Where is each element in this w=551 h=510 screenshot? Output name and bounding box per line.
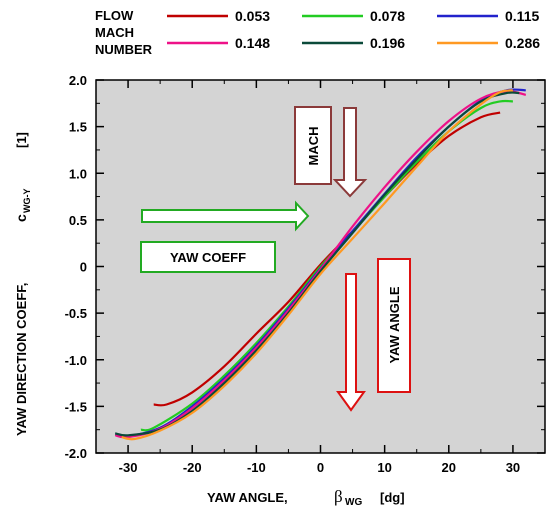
x-axis-title: YAW ANGLE, β WG [dg] bbox=[207, 487, 405, 508]
legend-label-0.286: 0.286 bbox=[505, 35, 540, 51]
x-axis-symbol: β bbox=[334, 487, 343, 506]
y-axis-unit: [1] bbox=[14, 132, 29, 148]
y-tick-label: -2.0 bbox=[65, 446, 87, 461]
x-tick-label: -20 bbox=[183, 460, 202, 475]
y-tick-label: 1.0 bbox=[69, 166, 87, 181]
legend-label-0.053: 0.053 bbox=[235, 8, 270, 24]
series-line-0.286 bbox=[121, 89, 514, 441]
y-tick-label: -0.5 bbox=[65, 306, 87, 321]
annotation-mach: MACH bbox=[294, 106, 368, 198]
y-tick-label: -1.0 bbox=[65, 353, 87, 368]
y-tick-label: 0 bbox=[80, 260, 87, 275]
x-tick-label: 20 bbox=[442, 460, 456, 475]
legend: FLOW MACH NUMBER 0.053 0.078 0.115 0.148 0.1… bbox=[95, 8, 540, 57]
x-axis-subscript: WG bbox=[345, 497, 362, 508]
legend-label-0.078: 0.078 bbox=[370, 8, 405, 24]
yaw-coeff-label-box bbox=[140, 241, 276, 273]
y-axis-symbol: c bbox=[13, 214, 29, 222]
legend-entries: 0.053 0.078 0.115 0.148 0.196 0.286 bbox=[167, 8, 540, 51]
legend-label-0.196: 0.196 bbox=[370, 35, 405, 51]
legend-label-0.115: 0.115 bbox=[505, 8, 539, 24]
x-axis-label: YAW ANGLE, bbox=[207, 490, 288, 505]
x-tick-label: 30 bbox=[506, 460, 520, 475]
yaw-angle-label: YAW ANGLE bbox=[387, 286, 402, 363]
x-tick-label: 10 bbox=[377, 460, 391, 475]
y-axis-subscript: WG-Y bbox=[22, 189, 32, 214]
data-series bbox=[114, 88, 527, 441]
y-tick-label: 2.0 bbox=[69, 73, 87, 88]
mach-arrow bbox=[332, 107, 368, 198]
x-axis-unit: [dg] bbox=[380, 490, 405, 505]
y-axis-title: YAW DIRECTION COEFF, c WG-Y [1] bbox=[13, 132, 32, 436]
mach-label-box bbox=[294, 106, 332, 185]
y-tick-label: 0.5 bbox=[69, 213, 87, 228]
series-line-0.148 bbox=[114, 90, 527, 439]
legend-title-line-2: MACH bbox=[95, 25, 134, 40]
series-line-0.053 bbox=[153, 111, 501, 407]
legend-label-0.148: 0.148 bbox=[235, 35, 270, 51]
y-tick-label: -1.5 bbox=[65, 399, 87, 414]
annotation-yaw-angle: YAW ANGLE bbox=[336, 258, 411, 412]
x-tick-label: -30 bbox=[119, 460, 138, 475]
annotation-yaw-coeff: YAW COEFF bbox=[140, 200, 310, 273]
yaw-coeff-label: YAW COEFF bbox=[170, 250, 246, 265]
x-tick-label: 0 bbox=[317, 460, 324, 475]
axis-ticks: -30 -20 -10 0 10 20 30 2.0 1.5 1.0 0.5 0 -0.5 -1.0 -1.… bbox=[65, 73, 546, 475]
yaw-coeff-arrow bbox=[141, 200, 310, 232]
yaw-angle-arrow bbox=[336, 273, 366, 412]
yaw-angle-label-box bbox=[377, 258, 411, 393]
mach-label: MACH bbox=[306, 127, 321, 166]
legend-title-line-1: FLOW bbox=[95, 8, 134, 23]
x-tick-label: -10 bbox=[247, 460, 266, 475]
y-tick-label: 1.5 bbox=[69, 120, 87, 135]
legend-title-line-3: NUMBER bbox=[95, 42, 153, 57]
y-axis-label: YAW DIRECTION COEFF, bbox=[14, 283, 29, 436]
